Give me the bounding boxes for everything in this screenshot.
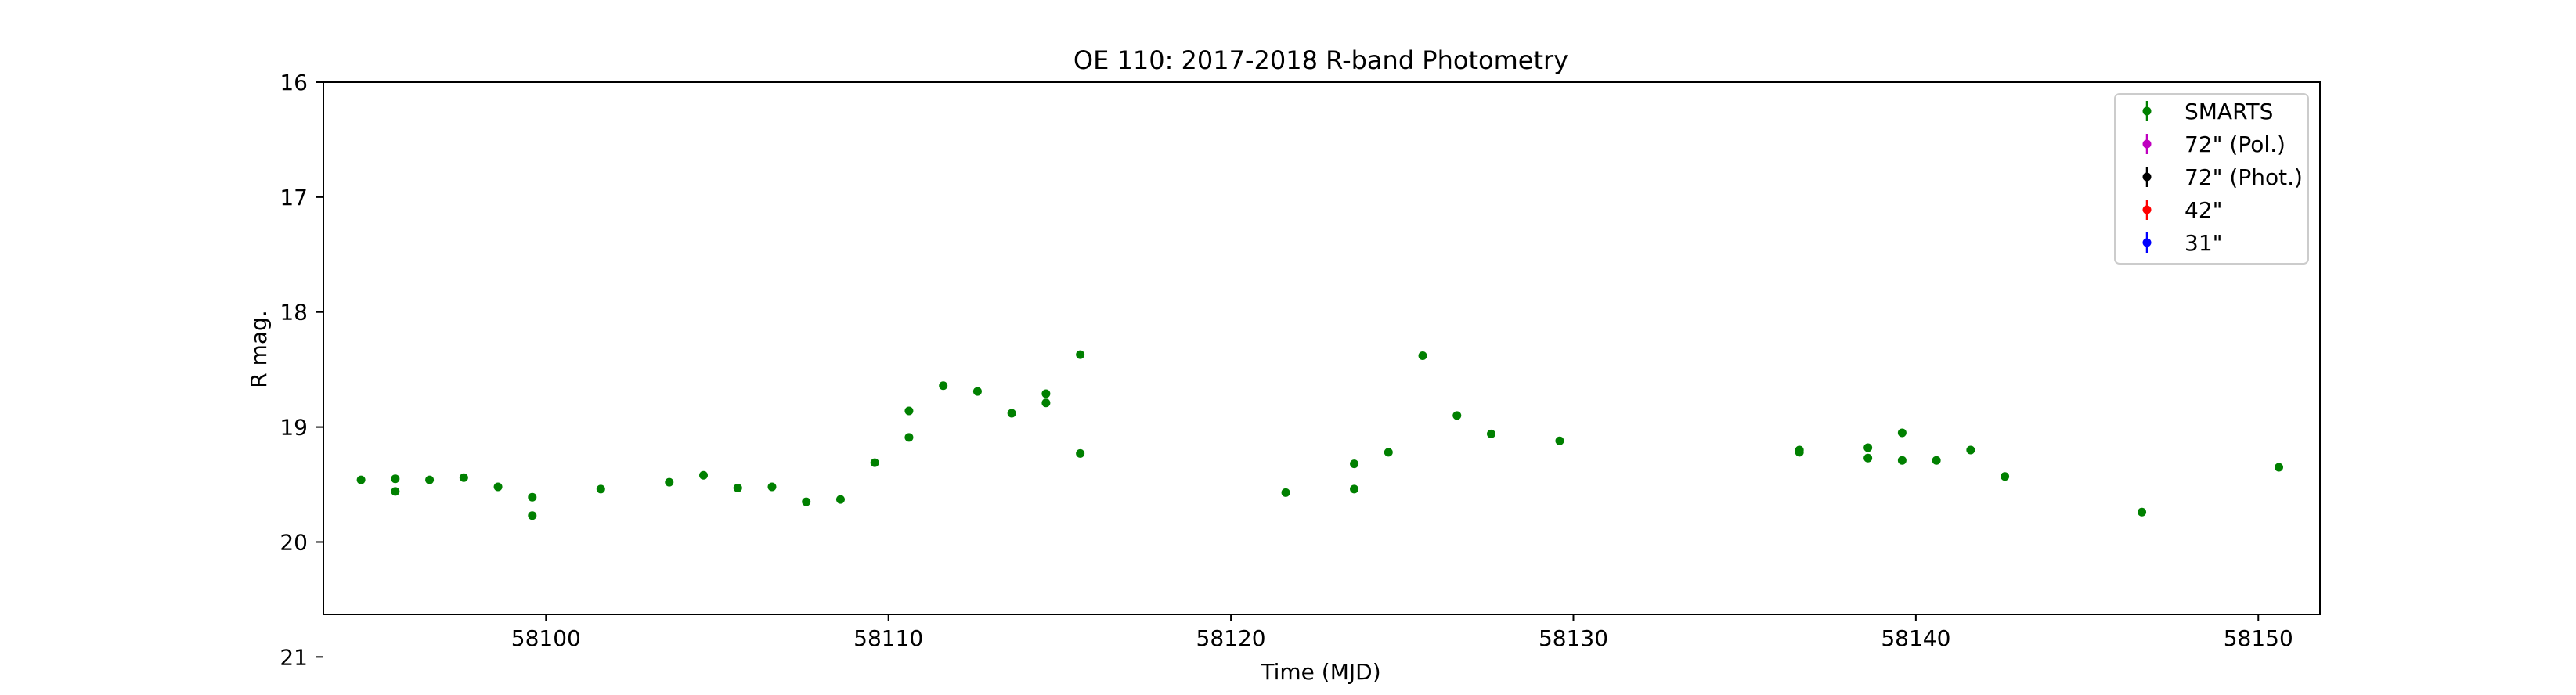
data-point xyxy=(1041,398,1051,408)
legend-marker xyxy=(2142,205,2152,214)
x-tick-label: 58140 xyxy=(1881,625,1950,651)
data-point xyxy=(1966,445,1975,455)
data-point xyxy=(1487,429,1496,438)
x-tick-label: 58130 xyxy=(1539,625,1608,651)
data-point xyxy=(1384,448,1393,457)
chart-title: OE 110: 2017-2018 R-band Photometry xyxy=(1073,45,1568,75)
legend-box xyxy=(2114,93,2309,265)
legend-marker xyxy=(2142,106,2152,116)
x-tick-label: 58120 xyxy=(1196,625,1266,651)
data-point xyxy=(939,381,948,391)
data-point xyxy=(699,470,709,480)
data-point xyxy=(1863,443,1873,452)
axis-ticks: 58100 58110 58120 58130 58140 58150 16 17 18 19 20… xyxy=(280,70,2293,670)
axes-frame xyxy=(323,81,2321,615)
data-point xyxy=(1795,448,1804,457)
x-tick-label: 58110 xyxy=(853,625,923,651)
x-tick-label: 58100 xyxy=(511,625,581,651)
data-point xyxy=(425,475,435,484)
data-point xyxy=(1555,436,1564,445)
x-tick-label: 58150 xyxy=(2224,625,2293,651)
x-axis-label: Time (MJD) xyxy=(1260,659,1380,685)
data-point xyxy=(835,495,845,504)
y-tick-label: 18 xyxy=(280,300,308,326)
data-point xyxy=(391,487,400,496)
data-point xyxy=(1932,456,1941,465)
legend-marker xyxy=(2142,139,2152,149)
data-points xyxy=(356,350,2284,520)
data-point xyxy=(1863,453,1873,463)
data-point xyxy=(1076,350,1085,359)
data-point xyxy=(459,473,468,482)
y-tick-label: 16 xyxy=(280,70,308,95)
legend-label: 42" xyxy=(2185,197,2223,223)
legend-entries: SMARTS 72" (Pol.) 72" (Phot.) 42" 31" xyxy=(2142,99,2303,256)
data-point xyxy=(972,387,982,396)
legend-label: 72" (Pol.) xyxy=(2185,131,2286,157)
data-point xyxy=(493,482,503,492)
y-tick-label: 17 xyxy=(280,185,308,211)
data-point xyxy=(2001,472,2010,481)
data-point xyxy=(1076,448,1085,458)
y-tick-label: 21 xyxy=(280,644,308,670)
data-point xyxy=(1041,389,1051,398)
data-point xyxy=(1897,428,1907,438)
data-point xyxy=(904,433,914,442)
data-point xyxy=(528,511,537,520)
data-point xyxy=(802,497,811,506)
data-point xyxy=(1418,351,1427,361)
data-point xyxy=(1897,456,1907,465)
legend-marker xyxy=(2142,238,2152,247)
data-point xyxy=(733,483,742,492)
data-point xyxy=(1007,409,1016,418)
data-point xyxy=(1350,484,1359,494)
data-point xyxy=(596,484,605,494)
y-axis-label: R mag. xyxy=(246,310,272,387)
data-point xyxy=(356,475,366,484)
y-tick-label: 20 xyxy=(280,529,308,555)
data-point xyxy=(391,474,400,484)
legend: SMARTS 72" (Pol.) 72" (Phot.) 42" 31" xyxy=(2114,93,2309,265)
data-point xyxy=(1350,459,1359,469)
legend-label: 31" xyxy=(2185,230,2223,256)
legend-label: SMARTS xyxy=(2185,99,2273,124)
y-tick-label: 19 xyxy=(280,415,308,441)
data-point xyxy=(665,477,674,487)
data-point xyxy=(1452,411,1462,420)
data-point xyxy=(870,458,879,467)
data-point xyxy=(904,406,914,416)
data-point xyxy=(2138,507,2147,517)
legend-label: 72" (Phot.) xyxy=(2185,164,2303,190)
data-point xyxy=(2275,463,2284,472)
data-point xyxy=(528,492,537,502)
data-point xyxy=(1281,488,1290,497)
data-point xyxy=(767,482,777,492)
legend-marker xyxy=(2142,172,2152,182)
